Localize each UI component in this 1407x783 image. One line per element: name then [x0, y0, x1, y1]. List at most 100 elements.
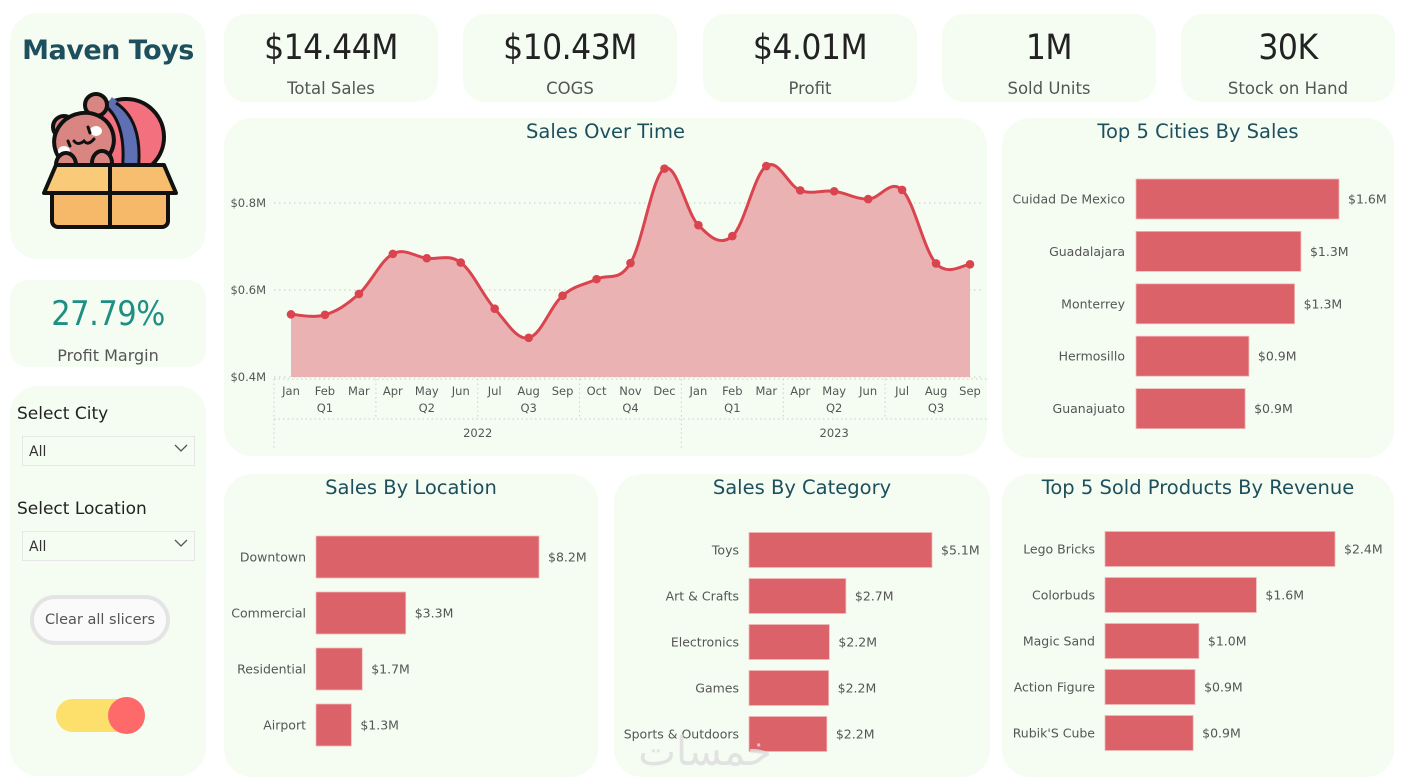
quarter-label: Q1 [317, 401, 333, 415]
city-slicer-label: Select City [17, 404, 109, 424]
category-label: Magic Sand [1023, 634, 1095, 649]
category-label: Cuidad De Mexico [1012, 192, 1125, 207]
bar [1104, 669, 1196, 705]
bar [1104, 623, 1200, 659]
brand-card: Maven Toys [10, 13, 206, 259]
data-point [592, 274, 601, 284]
data-point [320, 310, 330, 320]
data-point [897, 185, 907, 195]
kpi-label: Sold Units [1007, 79, 1091, 98]
data-point [388, 249, 398, 259]
chart-title: Top 5 Cities By Sales [1097, 120, 1299, 143]
category-label: Art & Crafts [666, 589, 739, 604]
bar-chart-canvas: Downtown $8.2M Commercial $3.3M Residential $… [231, 535, 587, 747]
bar [315, 647, 363, 691]
x-tick-label: May [415, 384, 439, 398]
location-slicer-dropdown[interactable]: All [22, 531, 195, 561]
area-fill [291, 164, 970, 377]
data-point [558, 291, 567, 300]
x-tick-label: Mar [755, 384, 777, 398]
city-slicer-value: All [29, 444, 47, 460]
profit-margin-card: 27.79% Profit Margin [10, 280, 206, 367]
sales-by-location-chart: Sales By Location Downtown $8.2M Commercia… [224, 474, 598, 777]
category-label: Action Figure [1014, 680, 1096, 695]
quarter-label: Q3 [520, 401, 536, 415]
x-tick-label: Dec [653, 384, 675, 398]
value-label: $1.6M [1348, 192, 1387, 207]
watermark-text: خمسات [638, 729, 771, 775]
sales-over-time-chart: Sales Over Time $0.4M $0.6M $0.8M Jan Feb Mar… [224, 118, 987, 456]
value-label: $0.9M [1258, 349, 1297, 364]
x-tick-label: Jun [858, 384, 877, 398]
kpi-label: Profit [788, 79, 832, 98]
x-tick-label: Nov [619, 384, 642, 398]
quarter-label: Q2 [419, 401, 435, 415]
category-label: Games [695, 681, 739, 696]
watermark-logo: خمسات [638, 729, 771, 775]
category-label: Electronics [671, 635, 739, 650]
value-label: $0.9M [1204, 680, 1243, 695]
quarter-label: Q3 [928, 401, 944, 415]
brand-title: Maven Toys [22, 35, 194, 66]
x-tick-label: Oct [587, 384, 607, 398]
x-tick-label: Sep [959, 384, 981, 398]
quarter-label: Q1 [724, 401, 740, 415]
bar [748, 670, 830, 706]
bar [1135, 283, 1295, 325]
x-tick-label: Aug [925, 384, 947, 398]
chart-title: Sales By Location [325, 476, 497, 499]
bar [1135, 335, 1250, 377]
chart-title: Top 5 Sold Products By Revenue [1041, 476, 1355, 499]
city-slicer-dropdown[interactable]: All [22, 436, 195, 466]
y-tick-label: $0.4M [230, 370, 266, 384]
category-label: Airport [263, 718, 306, 733]
value-label: $1.3M [1310, 244, 1349, 259]
bar [315, 591, 407, 635]
slicer-panel: Select City All Select Location All Clea… [10, 386, 206, 776]
toggle-switch[interactable] [56, 697, 146, 735]
value-label: $5.1M [941, 543, 980, 558]
data-point [694, 220, 703, 230]
category-label: Guanajuato [1053, 401, 1125, 416]
bar [1104, 531, 1336, 567]
sales-line [290, 163, 971, 340]
value-label: $3.3M [415, 606, 454, 621]
kpi-card-stock-on-hand: 30K Stock on Hand [1181, 14, 1395, 102]
kpi-value: $4.01M [752, 28, 868, 68]
data-point [626, 258, 635, 268]
x-tick-label: Mar [348, 384, 370, 398]
kpi-label: Total Sales [287, 79, 375, 98]
category-label: Guadalajara [1049, 244, 1125, 259]
category-label: Commercial [231, 606, 306, 621]
chevron-down-icon [174, 539, 188, 547]
value-label: $2.2M [836, 727, 875, 742]
kpi-card-total-sales: $14.44M Total Sales [224, 14, 438, 102]
value-label: $1.7M [371, 662, 410, 677]
bar [748, 578, 847, 614]
x-tick-label: Sep [552, 384, 574, 398]
kpi-card-cogs: $10.43M COGS [463, 14, 677, 102]
kpi-card-sold-units: 1M Sold Units [942, 14, 1156, 102]
data-point [795, 186, 805, 195]
x-tick-label: Jan [281, 384, 300, 398]
category-label: Lego Bricks [1023, 542, 1095, 557]
category-label: Residential [237, 662, 306, 677]
data-point [490, 304, 500, 314]
kpi-label: Stock on Hand [1227, 79, 1349, 98]
value-label: $1.0M [1208, 634, 1247, 649]
teddy-bear-toy-box-icon [42, 92, 178, 229]
bar [315, 703, 352, 747]
top-cities-chart: Top 5 Cities By Sales Cuidad De Mexico $1… [1002, 118, 1394, 458]
data-point [660, 164, 669, 173]
data-point [931, 259, 941, 268]
data-point [965, 260, 975, 269]
category-label: Downtown [240, 550, 306, 565]
kpi-value: 1M [1025, 28, 1073, 68]
clear-all-slicers-button[interactable]: Clear all slicers [30, 595, 170, 645]
bar [1135, 178, 1340, 220]
line-chart-canvas: $0.4M $0.6M $0.8M Jan Feb Mar Apr May Jun Jul Aug S… [230, 161, 987, 449]
category-label: Hermosillo [1059, 349, 1125, 364]
kpi-label: COGS [546, 79, 594, 98]
chart-title: Sales By Category [712, 476, 892, 499]
year-label: 2022 [463, 426, 492, 440]
